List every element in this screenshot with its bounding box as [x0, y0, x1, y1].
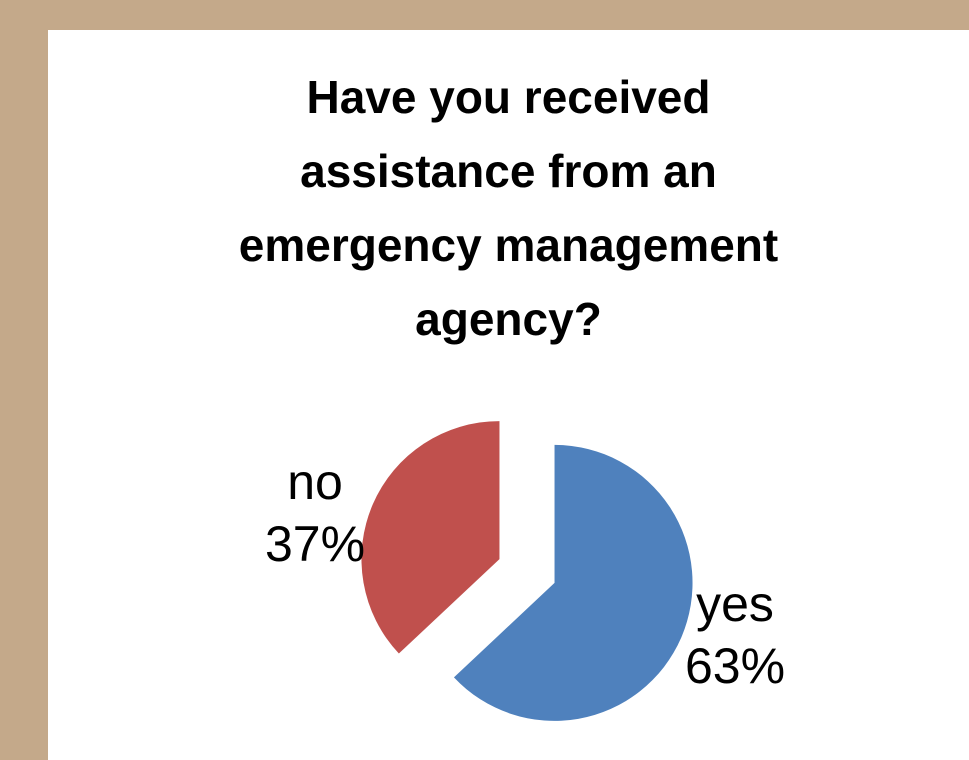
chart-title-line-3: emergency management — [238, 219, 779, 271]
chart-title-line-1: Have you received — [306, 71, 711, 123]
data-label-no-category: no — [287, 454, 343, 510]
data-label-yes-category: yes — [696, 576, 774, 632]
chart-title-line-4: agency? — [415, 293, 602, 345]
data-label-yes-percent: 63% — [684, 638, 786, 694]
chart-title: Have you received assistance from an eme… — [48, 60, 969, 356]
data-label-no-percent: 37% — [264, 516, 366, 572]
pie-slice-yes — [453, 444, 693, 721]
pie-slice-no — [361, 421, 500, 654]
data-label-yes: yes 63% — [660, 573, 810, 697]
chart-title-line-2: assistance from an — [300, 145, 717, 197]
data-label-no: no 37% — [240, 451, 390, 575]
